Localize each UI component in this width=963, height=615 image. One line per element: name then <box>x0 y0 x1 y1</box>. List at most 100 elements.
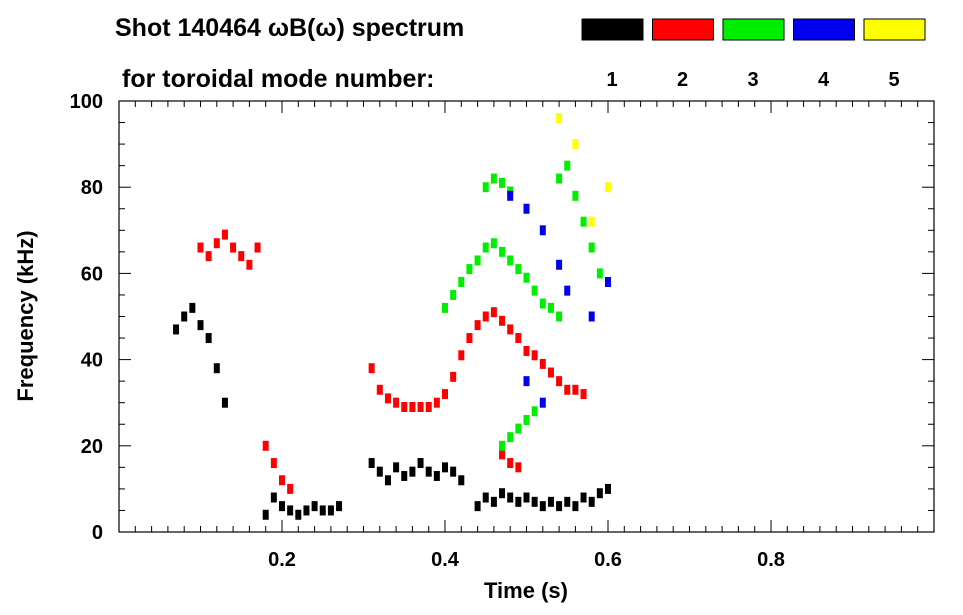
mode-1-point-16 <box>336 501 343 512</box>
mode-1-point-9 <box>279 501 285 512</box>
y-tick-label: 100 <box>70 91 103 113</box>
mode-3-point-9 <box>515 264 522 275</box>
mode-1-point-45 <box>605 483 611 494</box>
mode-3-point-17 <box>499 177 506 188</box>
mode-1-point-1 <box>181 311 188 322</box>
mode-2-point-39 <box>499 449 506 460</box>
mode-1-point-38 <box>547 496 554 507</box>
mode-2-point-3 <box>221 229 228 240</box>
mode-1-point-17 <box>368 458 375 469</box>
mode-5-point-1 <box>572 139 579 150</box>
mode-1-point-5 <box>213 363 220 374</box>
y-tick-label: 80 <box>81 177 103 199</box>
mode-2-point-41 <box>515 462 522 473</box>
mode-1-point-8 <box>270 492 277 503</box>
mode-2-point-22 <box>450 371 457 382</box>
mode-3-point-20 <box>564 160 571 171</box>
mode-2-point-7 <box>254 242 261 253</box>
mode-4-point-5 <box>588 311 595 322</box>
mode-3-point-6 <box>490 238 497 249</box>
x-tick-label: 0.2 <box>268 549 296 571</box>
mode-3-point-21 <box>572 190 579 201</box>
mode-2-point-14 <box>384 393 391 404</box>
mode-2-point-5 <box>238 251 245 262</box>
mode-2-point-12 <box>368 363 375 374</box>
mode-1-point-14 <box>319 505 326 516</box>
mode-1-point-28 <box>458 475 465 486</box>
mode-2-point-26 <box>482 311 489 322</box>
mode-2-point-17 <box>409 402 416 413</box>
mode-2-point-33 <box>539 358 546 369</box>
legend-label-mode-3: 3 <box>747 69 758 91</box>
mode-2-point-10 <box>279 475 285 486</box>
mode-2-point-1 <box>205 251 212 262</box>
mode-1-point-29 <box>474 501 481 512</box>
mode-5-point-0 <box>556 113 563 124</box>
mode-3-point-7 <box>499 246 506 257</box>
mode-3-point-11 <box>531 285 538 296</box>
legend-swatch-mode-4 <box>793 18 855 41</box>
mode-2-point-37 <box>572 384 579 395</box>
mode-2-point-11 <box>287 483 294 494</box>
legend-label-mode-1: 1 <box>606 69 617 91</box>
tick-labels: 0.2 0.4 0.6 0.8 0 20 40 60 80 100 <box>70 91 785 571</box>
mode-2-point-23 <box>458 350 465 361</box>
mode-2-point-16 <box>401 402 408 413</box>
mode-3-point-3 <box>466 264 473 275</box>
mode-2-point-27 <box>490 307 497 318</box>
mode-1-point-44 <box>596 488 603 499</box>
mode-2-point-36 <box>564 384 571 395</box>
mode-1-point-24 <box>425 466 432 477</box>
mode-3-point-15 <box>482 182 489 193</box>
x-tick-label: 0.8 <box>757 549 785 571</box>
mode-1-point-2 <box>189 302 196 313</box>
mode-1-point-21 <box>401 470 408 481</box>
mode-2-point-9 <box>270 458 277 469</box>
mode-3-point-0 <box>442 302 448 313</box>
y-tick-label: 60 <box>81 263 103 285</box>
x-tick-label: 0.4 <box>431 549 460 571</box>
mode-2-point-0 <box>197 242 204 253</box>
mode-4-point-0 <box>507 190 514 201</box>
mode-3-point-16 <box>490 173 497 184</box>
mode-3-point-23 <box>588 242 595 253</box>
mode-1-point-19 <box>384 475 391 486</box>
mode-1-point-30 <box>482 492 489 503</box>
plot-frame <box>118 100 935 533</box>
legend: 1 2 3 4 5 <box>581 18 926 91</box>
y-axis-label: Frequency (kHz) <box>13 230 38 401</box>
mode-4-point-2 <box>539 225 546 236</box>
mode-1-point-18 <box>376 466 383 477</box>
mode-1-point-10 <box>287 505 294 516</box>
axis-ticks <box>119 100 934 533</box>
mode-2-point-24 <box>466 333 473 344</box>
mode-2-point-38 <box>580 389 587 400</box>
mode-2-point-25 <box>474 320 481 331</box>
mode-3-point-27 <box>515 423 522 434</box>
x-axis-label: Time (s) <box>484 578 568 603</box>
mode-2-point-4 <box>230 242 237 253</box>
mode-1-point-6 <box>221 397 228 408</box>
mode-3-point-28 <box>523 414 530 425</box>
mode-2-point-2 <box>213 238 220 249</box>
mode-1-point-37 <box>539 501 546 512</box>
mode-5-point-3 <box>605 182 611 193</box>
legend-swatch-mode-5 <box>863 18 926 41</box>
mode-4-point-4 <box>564 285 571 296</box>
mode-1-point-43 <box>588 496 595 507</box>
mode-2-point-28 <box>499 315 506 326</box>
mode-3-point-13 <box>547 302 554 313</box>
chart-subtitle: for toroidal mode number: <box>122 65 435 93</box>
mode-1-point-42 <box>580 492 587 503</box>
mode-1-point-34 <box>515 496 522 507</box>
legend-label-mode-5: 5 <box>888 69 899 91</box>
y-tick-label: 20 <box>81 436 103 458</box>
mode-3-point-25 <box>499 440 506 451</box>
mode-4-point-1 <box>523 203 530 214</box>
mode-5-point-2 <box>588 216 595 227</box>
y-tick-label: 40 <box>81 350 103 372</box>
mode-2-point-8 <box>262 440 269 451</box>
mode-2-point-15 <box>393 397 400 408</box>
mode-2-point-6 <box>246 259 253 270</box>
